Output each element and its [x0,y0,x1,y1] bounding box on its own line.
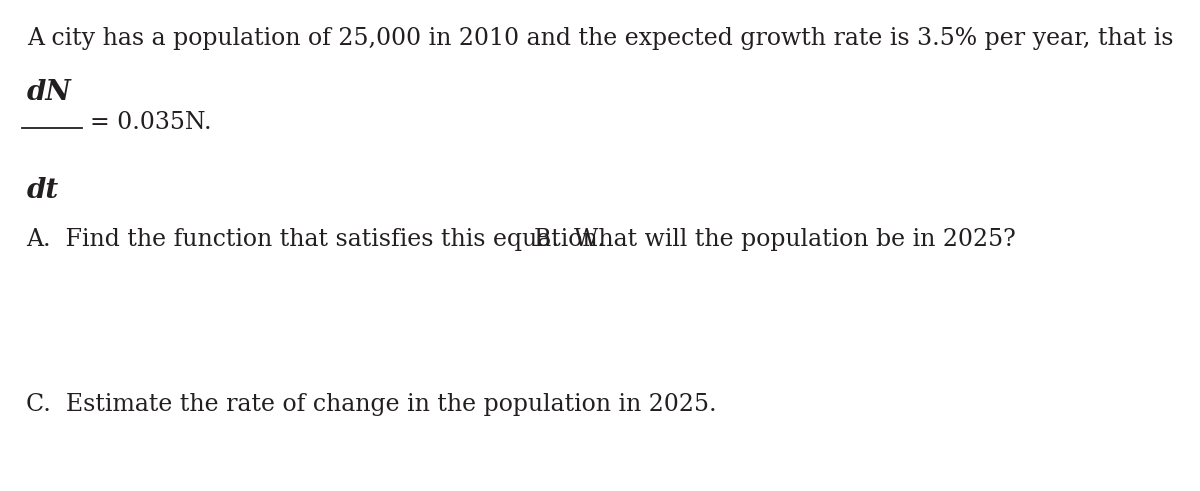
Text: B.  What will the population be in 2025?: B. What will the population be in 2025? [534,228,1015,251]
Text: dN: dN [26,79,71,106]
Text: dt: dt [26,177,59,204]
Text: A.  Find the function that satisfies this equation.: A. Find the function that satisfies this… [26,228,606,251]
Text: C.  Estimate the rate of change in the population in 2025.: C. Estimate the rate of change in the po… [26,393,718,416]
Text: = 0.035N.: = 0.035N. [90,111,211,134]
Text: A city has a population of 25,000 in 2010 and the expected growth rate is 3.5% p: A city has a population of 25,000 in 201… [26,27,1174,50]
